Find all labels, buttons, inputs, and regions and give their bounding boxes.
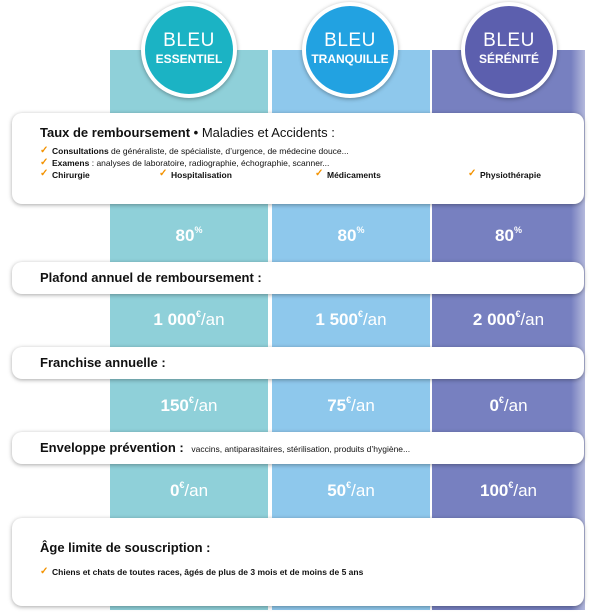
value-number: 80 bbox=[495, 226, 514, 245]
consultations-label: Consultations bbox=[52, 146, 109, 156]
age-line: ✓ Chiens et chats de toutes races, âgés … bbox=[40, 566, 584, 579]
plan-badge-essentiel: BLEU ESSENTIEL bbox=[141, 2, 237, 98]
check-icon: ✓ bbox=[40, 156, 49, 168]
check-icon: ✓ bbox=[468, 168, 477, 179]
value-number: 0 bbox=[489, 396, 499, 415]
value-unit: /an bbox=[193, 396, 218, 415]
value-unit: /an bbox=[503, 396, 528, 415]
value-unit: /an bbox=[351, 481, 375, 500]
prevention-title: Enveloppe prévention : bbox=[40, 440, 184, 455]
value-symbol: % bbox=[194, 225, 203, 235]
value-unit: /an bbox=[351, 396, 375, 415]
coverage-item: ✓ Médicaments bbox=[315, 168, 468, 181]
plan-badge-serenite: BLEU SÉRÉNITÉ bbox=[461, 2, 557, 98]
value-plafond-essentiel: 1 000€/an bbox=[110, 309, 268, 330]
value-prevention-serenite: 100€/an bbox=[432, 480, 585, 501]
value-remboursement-essentiel: 80% bbox=[110, 225, 268, 246]
value-number: 80 bbox=[337, 226, 357, 245]
value-plafond-tranquille: 1 500€/an bbox=[272, 309, 430, 330]
coverage-item-label: Médicaments bbox=[327, 170, 381, 180]
value-unit: /an bbox=[200, 310, 225, 329]
remboursement-subtitle: Maladies et Accidents : bbox=[201, 125, 335, 140]
value-number: 75 bbox=[327, 396, 347, 415]
value-plafond-serenite: 2 000€/an bbox=[432, 309, 585, 330]
check-icon: ✓ bbox=[40, 145, 49, 156]
coverage-item: ✓ Physiothérapie bbox=[468, 168, 541, 181]
value-unit: /an bbox=[520, 310, 545, 329]
plafond-title: Plafond annuel de remboursement : bbox=[40, 270, 262, 285]
value-symbol: % bbox=[513, 225, 522, 235]
panel-heading: Taux de remboursement • Maladies et Acci… bbox=[40, 125, 584, 140]
value-unit: /an bbox=[184, 481, 209, 500]
value-number: 0 bbox=[169, 481, 180, 500]
panel-remboursement: Taux de remboursement • Maladies et Acci… bbox=[12, 113, 584, 204]
plan-badge-tranquille: BLEU TRANQUILLE bbox=[302, 2, 398, 98]
panel-age-limite: Âge limite de souscription : ✓ Chiens et… bbox=[12, 518, 584, 606]
plan-badge-line1: BLEU bbox=[483, 30, 535, 51]
coverage-item: ✓ Hospitalisation bbox=[159, 168, 315, 181]
value-symbol: € bbox=[188, 395, 194, 405]
plan-badge-line2: SÉRÉNITÉ bbox=[478, 52, 539, 66]
prevention-subtitle: vaccins, antiparasitaires, stérilisation… bbox=[191, 444, 411, 454]
panel-heading: Enveloppe prévention : vaccins, antipara… bbox=[40, 440, 584, 455]
panel-prevention: Enveloppe prévention : vaccins, antipara… bbox=[12, 432, 584, 464]
panel-plafond: Plafond annuel de remboursement : bbox=[12, 262, 584, 294]
value-number: 80 bbox=[175, 226, 195, 245]
value-franchise-tranquille: 75€/an bbox=[272, 395, 430, 416]
check-icon: ✓ bbox=[159, 168, 168, 179]
value-symbol: € bbox=[179, 480, 185, 490]
value-number: 1 000 bbox=[153, 310, 196, 329]
value-symbol: € bbox=[195, 309, 201, 319]
value-symbol: € bbox=[346, 480, 352, 490]
plan-badge-line2: ESSENTIEL bbox=[155, 52, 223, 66]
value-symbol: € bbox=[515, 309, 521, 319]
age-title: Âge limite de souscription : bbox=[40, 540, 211, 555]
value-number: 1 500 bbox=[315, 310, 358, 329]
coverage-items: ✓ Chirurgie ✓ Hospitalisation ✓ Médicaments… bbox=[40, 168, 584, 181]
examens-text: : analyses de laboratoire, radiographie,… bbox=[91, 157, 330, 168]
value-unit: /an bbox=[362, 310, 387, 329]
plan-badge-line1: BLEU bbox=[324, 30, 376, 51]
consultations-line: ✓ Consultations de généraliste, de spéci… bbox=[40, 145, 584, 158]
value-remboursement-tranquille: 80% bbox=[272, 225, 430, 246]
examens-line: ✓ Examens : analyses de laboratoire, rad… bbox=[40, 156, 584, 170]
age-text: Chiens et chats de toutes races, âgés de… bbox=[52, 567, 364, 577]
coverage-item-label: Chirurgie bbox=[52, 170, 90, 180]
value-symbol: € bbox=[357, 309, 363, 319]
plan-badge-line2: TRANQUILLE bbox=[311, 52, 389, 66]
panel-franchise: Franchise annuelle : bbox=[12, 347, 584, 379]
bullet-separator: • bbox=[193, 125, 199, 140]
value-remboursement-serenite: 80% bbox=[432, 225, 585, 246]
plan-badge-line1: BLEU bbox=[163, 30, 215, 51]
value-unit: /an bbox=[513, 481, 538, 500]
value-symbol: % bbox=[356, 225, 365, 235]
coverage-item-label: Hospitalisation bbox=[171, 170, 232, 180]
value-number: 150 bbox=[160, 396, 189, 415]
remboursement-title: Taux de remboursement bbox=[40, 125, 191, 140]
coverage-item-label: Physiothérapie bbox=[480, 170, 541, 180]
value-number: 100 bbox=[479, 481, 509, 500]
value-prevention-essentiel: 0€/an bbox=[110, 480, 268, 501]
franchise-title: Franchise annuelle : bbox=[40, 355, 166, 370]
value-symbol: € bbox=[346, 395, 352, 405]
value-number: 50 bbox=[327, 481, 347, 500]
check-icon: ✓ bbox=[40, 168, 49, 179]
value-franchise-essentiel: 150€/an bbox=[110, 395, 268, 416]
value-prevention-tranquille: 50€/an bbox=[272, 480, 430, 501]
value-symbol: € bbox=[508, 480, 514, 490]
consultations-text: de généraliste, de spécialiste, d’urgenc… bbox=[111, 146, 349, 156]
value-franchise-serenite: 0€/an bbox=[432, 395, 585, 416]
examens-label: Examens bbox=[52, 157, 90, 168]
coverage-item: ✓ Chirurgie bbox=[40, 168, 159, 181]
check-icon: ✓ bbox=[40, 566, 49, 577]
value-symbol: € bbox=[498, 395, 504, 405]
check-icon: ✓ bbox=[315, 168, 324, 179]
value-number: 2 000 bbox=[472, 310, 516, 329]
